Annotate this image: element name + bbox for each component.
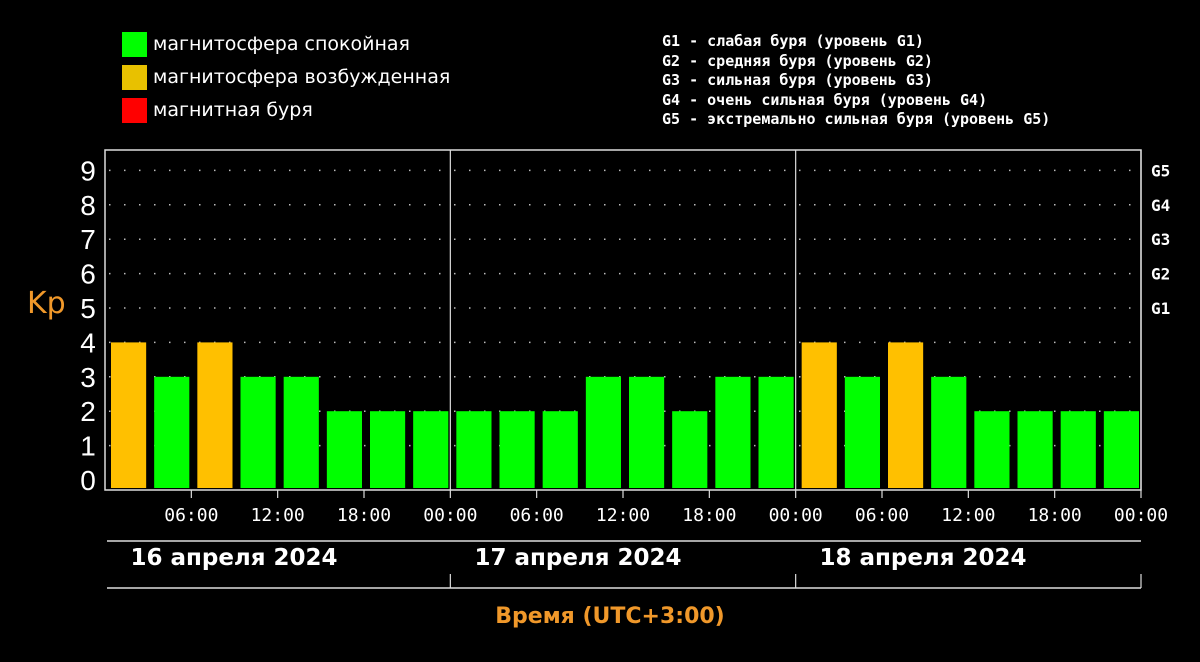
g-level-label: G5: [1151, 161, 1170, 180]
y-tick-label: 4: [80, 327, 96, 358]
date-label-day3: 18 апреля 2024: [819, 545, 1027, 571]
g-level-label: G1: [1151, 299, 1170, 318]
g-level-label: G4: [1151, 196, 1170, 215]
y-tick-label: 5: [80, 293, 96, 324]
date-label-day2: 17 апреля 2024: [474, 545, 682, 571]
kp-bar: [931, 376, 967, 488]
y-tick-label: 8: [80, 190, 96, 221]
y-tick-label: 1: [80, 431, 96, 462]
kp-bar: [672, 411, 708, 488]
kp-bar: [629, 376, 665, 488]
kp-bar: [111, 342, 147, 488]
kp-bar: [715, 376, 751, 488]
x-tick-label: 12:00: [596, 505, 650, 526]
legend-item-disturbed: магнитосфера возбужденная: [122, 64, 450, 90]
y-tick-label: 3: [80, 362, 96, 393]
y-axis-label: Kp: [27, 286, 66, 321]
storm-level-g1: G1 - слабая буря (уровень G1): [662, 32, 924, 50]
y-tick-label: 2: [80, 396, 96, 427]
x-tick-label: 06:00: [164, 505, 218, 526]
legend-item-storm: магнитная буря: [122, 97, 313, 123]
x-tick-label: 18:00: [1028, 505, 1082, 526]
kp-bar: [1103, 411, 1139, 488]
legend-label-storm: магнитная буря: [153, 99, 313, 121]
y-tick-label: 0: [80, 465, 96, 496]
x-tick-label: 18:00: [682, 505, 736, 526]
storm-level-g2: G2 - средняя буря (уровень G2): [662, 51, 933, 70]
storm-level-g4: G4 - очень сильная буря (уровень G4): [662, 90, 988, 109]
storm-level-g3: G3 - сильная буря (уровень G3): [662, 71, 933, 89]
legend-swatch-quiet: [122, 31, 147, 57]
x-tick-label: 00:00: [1114, 505, 1168, 526]
kp-bar: [499, 411, 535, 488]
kp-bar: [197, 342, 233, 488]
x-tick-label: 06:00: [855, 505, 909, 526]
x-axis-title: Время (UTC+3:00): [495, 604, 725, 629]
x-tick-label: 18:00: [337, 505, 391, 526]
kp-bar: [413, 411, 449, 488]
kp-bar: [370, 411, 406, 488]
kp-bar: [326, 411, 362, 488]
y-tick-label: 9: [80, 155, 96, 186]
kp-bar: [758, 376, 794, 488]
legend-item-quiet: магнитосфера спокойная: [122, 31, 410, 57]
date-label-day1: 16 апреля 2024: [130, 545, 338, 571]
g-level-label: G2: [1151, 265, 1170, 284]
kp-bar: [1017, 411, 1053, 488]
legend-label-quiet: магнитосфера спокойная: [153, 33, 410, 55]
kp-bar: [154, 376, 190, 488]
legend-swatch-storm: [122, 97, 147, 123]
kp-bar: [974, 411, 1010, 488]
kp-bar: [585, 376, 621, 488]
x-tick-label: 12:00: [941, 505, 995, 526]
g-level-label: G3: [1151, 230, 1170, 249]
y-tick-label: 7: [80, 224, 96, 255]
legend-label-disturbed: магнитосфера возбужденная: [153, 66, 451, 88]
kp-bar: [801, 342, 837, 488]
x-tick-label: 12:00: [251, 505, 305, 526]
kp-bar: [1060, 411, 1096, 488]
kp-bar: [844, 376, 880, 488]
storm-level-g5: G5 - экстремально сильная буря (уровень …: [662, 110, 1051, 128]
x-tick-label: 00:00: [769, 505, 823, 526]
x-tick-label: 00:00: [423, 505, 477, 526]
kp-bar: [283, 376, 319, 488]
kp-bar: [240, 376, 276, 488]
kp-bar: [542, 411, 578, 488]
legend-swatch-disturbed: [122, 64, 147, 90]
y-tick-label: 6: [80, 259, 96, 290]
storm-levels-list: G1 - слабая буря (уровень G1) G2 - средн…: [662, 32, 1050, 130]
kp-bar: [888, 342, 924, 488]
kp-bar: [456, 411, 492, 488]
x-tick-label: 06:00: [510, 505, 564, 526]
